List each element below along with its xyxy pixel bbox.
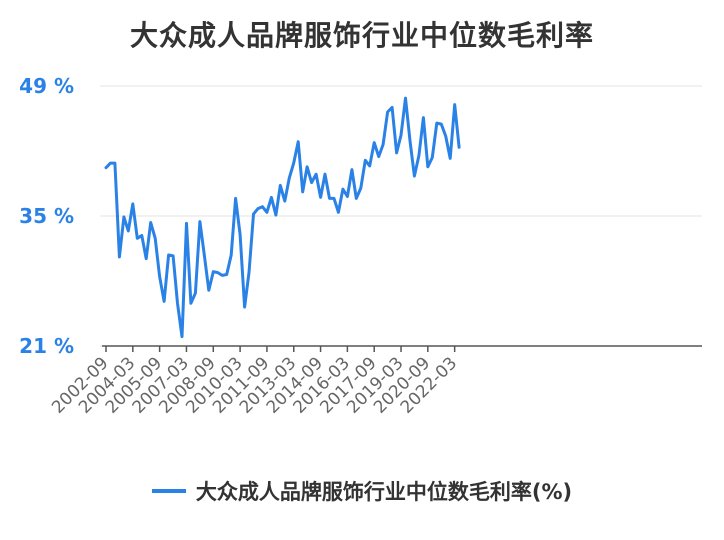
series-line [104, 96, 461, 339]
x-axis-ticks: 2002-092004-032005-092007-032008-092010-… [48, 346, 461, 418]
legend[interactable]: 大众成人品牌服饰行业中位数毛利率(%) [0, 476, 724, 506]
chart-title: 大众成人品牌服饰行业中位数毛利率 [129, 19, 594, 52]
legend-label: 大众成人品牌服饰行业中位数毛利率(%) [195, 480, 573, 504]
y-tick-label: 21 % [19, 334, 74, 358]
legend-swatch [151, 489, 186, 493]
y-tick-label: 49 % [19, 74, 74, 98]
series-layer [104, 96, 461, 339]
y-tick-label: 35 % [19, 204, 74, 228]
y-axis-ticks: 21 % 35 % 49 % [19, 74, 74, 358]
